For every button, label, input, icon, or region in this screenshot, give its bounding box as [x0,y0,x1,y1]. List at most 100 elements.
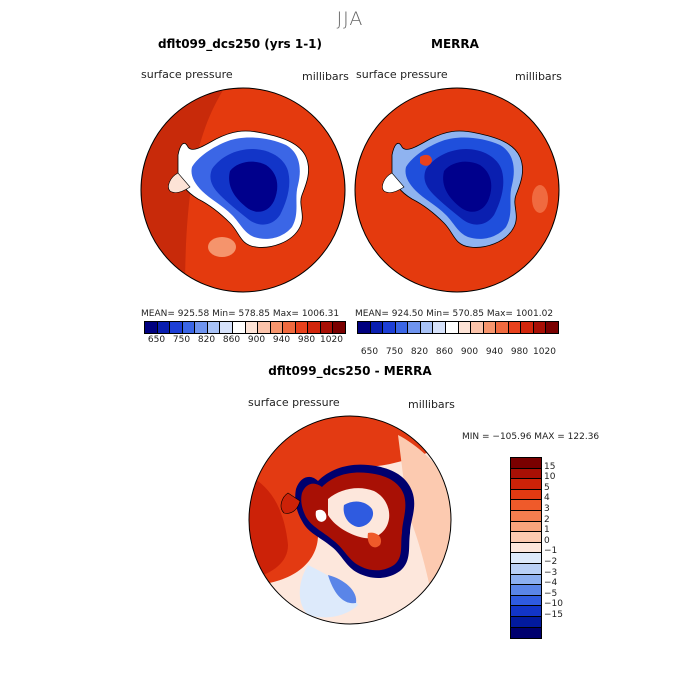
difference-colorbar-label: −1 [544,546,558,557]
colorbar-swatch [195,322,208,333]
colorbar-tick-label: 1020 [533,347,556,357]
panel-1-units: millibars [302,70,349,83]
difference-colorbar-swatch [511,563,541,575]
panel-2-colorbar-ticks: 650 750 820 860 900 940 980 1020 [357,347,557,359]
colorbar-swatch [420,322,434,333]
colorbar-swatch [220,322,233,333]
colorbar-tick-label: 750 [385,347,404,357]
difference-colorbar-swatch [511,616,541,628]
colorbar-tick-label: 900 [247,335,266,345]
difference-colorbar-labels: 15 10 5 4 3 2 1 0 −1 −2 −3 −4 −5 −10 −15 [544,457,584,639]
colorbar-swatch [320,322,334,333]
colorbar-tick-label: 820 [410,347,429,357]
difference-colorbar-swatch [511,500,541,511]
colorbar-swatch [333,322,345,333]
difference-colorbar-swatch [511,585,541,596]
difference-colorbar [510,457,542,640]
colorbar-swatch [533,322,547,333]
difference-colorbar-label: 10 [544,472,556,483]
difference-stats: MIN = −105.96 MAX = 122.36 [462,432,600,442]
difference-colorbar-swatch [511,532,541,543]
difference-colorbar-swatch [511,458,541,469]
difference-map [248,415,452,625]
panel-1-colorbar-ticks: 650 750 820 860 900 940 980 1020 [144,335,344,347]
difference-title: dflt099_dcs250 - MERRA [268,364,432,378]
colorbar-tick-label: 980 [297,335,316,345]
colorbar-swatch [157,322,171,333]
colorbar-tick-label: 750 [172,335,191,345]
difference-colorbar-swatch [511,510,541,522]
colorbar-swatch [182,322,196,333]
difference-colorbar-label: 3 [544,504,550,514]
panel-2-colorbar [357,321,559,334]
panel-2-variable: surface pressure [356,68,448,81]
difference-colorbar-swatch [511,542,541,554]
difference-colorbar-label: −15 [544,610,563,620]
colorbar-tick-label: 940 [272,335,291,345]
colorbar-tick-label: 940 [485,347,504,357]
colorbar-tick-label: 650 [360,347,379,357]
colorbar-swatch [496,322,509,333]
colorbar-tick-label: 820 [197,335,216,345]
difference-colorbar-swatch [511,521,541,533]
colorbar-swatch [508,322,522,333]
colorbar-swatch [258,322,271,333]
colorbar-swatch [445,322,459,333]
difference-colorbar-label: 4 [544,493,550,504]
difference-colorbar-label: −3 [544,567,558,578]
difference-colorbar-swatch [511,489,541,501]
colorbar-swatch [295,322,309,333]
colorbar-swatch [521,322,534,333]
colorbar-swatch [358,322,371,333]
difference-variable: surface pressure [248,396,340,409]
difference-colorbar-label: 0 [544,535,550,546]
difference-colorbar-swatch [511,468,541,480]
difference-colorbar-label: −5 [544,588,558,599]
difference-colorbar-swatch [511,574,541,586]
colorbar-swatch [471,322,484,333]
panel-1-map [140,87,346,293]
difference-colorbar-label: 1 [544,525,550,536]
difference-colorbar-swatch [511,595,541,607]
colorbar-swatch [370,322,384,333]
colorbar-tick-label: 1020 [320,335,343,345]
colorbar-tick-label: 900 [460,347,479,357]
colorbar-swatch [270,322,284,333]
panel-1-variable: surface pressure [141,68,233,81]
panel-1-colorbar [144,321,346,334]
colorbar-swatch [433,322,446,333]
colorbar-swatch [308,322,321,333]
panel-1-stats: MEAN= 925.58 Min= 578.85 Max= 1006.31 [141,309,340,319]
difference-colorbar-label: 15 [544,461,556,472]
colorbar-tick-label: 650 [147,335,166,345]
colorbar-tick-label: 860 [222,335,241,345]
colorbar-tick-label: 980 [510,347,529,357]
difference-colorbar-label: −10 [544,599,563,610]
difference-units: millibars [408,398,455,411]
difference-colorbar-label: 2 [544,514,550,525]
colorbar-swatch [207,322,221,333]
difference-colorbar-swatch [511,606,541,617]
colorbar-swatch [458,322,472,333]
colorbar-swatch [408,322,421,333]
panel-2-units: millibars [515,70,562,83]
colorbar-swatch [245,322,259,333]
colorbar-swatch [232,322,246,333]
difference-colorbar-label: −2 [544,557,558,567]
difference-colorbar-swatch [511,479,541,490]
colorbar-tick-label: 860 [435,347,454,357]
colorbar-swatch [546,322,558,333]
colorbar-swatch [395,322,409,333]
panel-2-map [354,87,560,293]
season-title: JJA [336,8,364,30]
colorbar-swatch [283,322,296,333]
panel-2-stats: MEAN= 924.50 Min= 570.85 Max= 1001.02 [355,309,554,319]
panel-2-title: MERRA [431,37,479,51]
panel-1-title: dflt099_dcs250 (yrs 1-1) [157,37,323,51]
colorbar-swatch [170,322,183,333]
colorbar-swatch [383,322,396,333]
difference-colorbar-label: 5 [544,482,550,493]
colorbar-swatch [145,322,158,333]
colorbar-swatch [483,322,497,333]
difference-colorbar-swatch [511,553,541,564]
